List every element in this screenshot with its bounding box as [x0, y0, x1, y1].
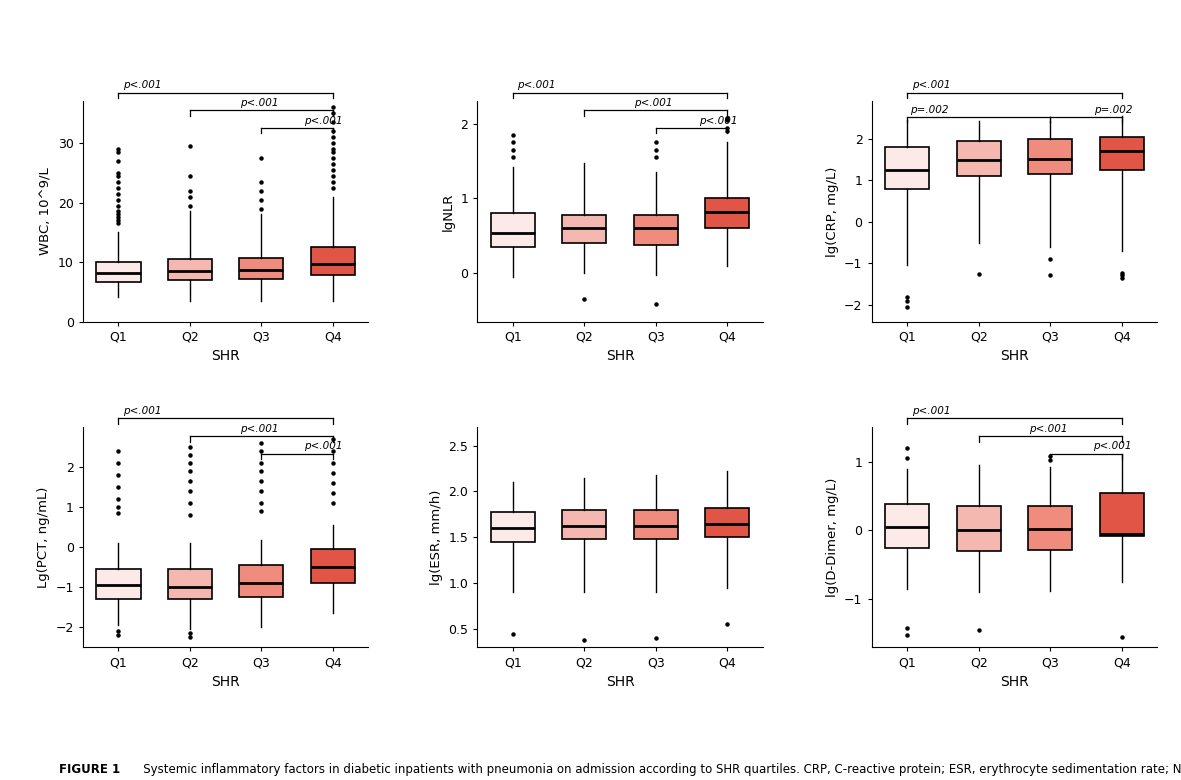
Text: p<.001: p<.001	[305, 115, 342, 126]
Y-axis label: lg(ESR, mm/h): lg(ESR, mm/h)	[430, 490, 443, 585]
Bar	[490, 512, 535, 542]
Text: p<.001: p<.001	[1094, 441, 1131, 452]
Bar	[168, 259, 213, 280]
Bar	[633, 215, 678, 245]
Bar	[562, 510, 607, 539]
Text: p<.001: p<.001	[305, 441, 342, 452]
Bar	[885, 147, 929, 189]
X-axis label: SHR: SHR	[606, 675, 634, 689]
Bar	[168, 569, 213, 599]
Y-axis label: WBC, 10^9/L: WBC, 10^9/L	[39, 168, 52, 255]
Text: p<.001: p<.001	[517, 80, 555, 90]
Text: p<.001: p<.001	[240, 98, 279, 108]
Bar	[957, 506, 1000, 551]
Text: p<.001: p<.001	[912, 80, 950, 90]
Text: p<.001: p<.001	[634, 98, 673, 108]
Bar	[1027, 505, 1072, 550]
X-axis label: SHR: SHR	[606, 349, 634, 363]
Bar	[311, 247, 355, 275]
Y-axis label: lg(D-Dimer, mg/L): lg(D-Dimer, mg/L)	[826, 477, 839, 597]
Bar	[96, 569, 141, 598]
X-axis label: SHR: SHR	[1000, 675, 1029, 689]
Bar	[311, 549, 355, 583]
X-axis label: SHR: SHR	[1000, 349, 1029, 363]
Y-axis label: lgNLR: lgNLR	[442, 193, 455, 231]
Bar	[240, 258, 283, 278]
Y-axis label: lg(CRP, mg/L): lg(CRP, mg/L)	[826, 166, 839, 257]
Bar	[1100, 136, 1144, 170]
Text: FIGURE 1: FIGURE 1	[59, 763, 120, 776]
Text: p<.001: p<.001	[912, 406, 950, 417]
Bar	[1100, 493, 1144, 536]
Bar	[885, 505, 929, 548]
Bar	[240, 566, 283, 597]
Bar	[96, 262, 141, 282]
X-axis label: SHR: SHR	[211, 349, 240, 363]
Text: p=.002: p=.002	[1095, 105, 1133, 115]
X-axis label: SHR: SHR	[211, 675, 240, 689]
Bar	[957, 141, 1000, 176]
Text: p<.001: p<.001	[1029, 424, 1068, 434]
Bar	[1027, 139, 1072, 174]
Bar	[633, 510, 678, 539]
Text: Systemic inflammatory factors in diabetic inpatients with pneumonia on admission: Systemic inflammatory factors in diabeti…	[132, 763, 1181, 776]
Bar	[562, 215, 607, 243]
Bar	[490, 214, 535, 247]
Bar	[705, 198, 750, 229]
Text: p<.001: p<.001	[699, 115, 737, 126]
Text: p<.001: p<.001	[123, 406, 161, 417]
Y-axis label: Lg(PCT, ng/mL): Lg(PCT, ng/mL)	[37, 487, 50, 588]
Text: p=.002: p=.002	[911, 105, 948, 115]
Bar	[705, 508, 750, 537]
Text: p<.001: p<.001	[240, 424, 279, 434]
Text: p<.001: p<.001	[123, 80, 161, 90]
